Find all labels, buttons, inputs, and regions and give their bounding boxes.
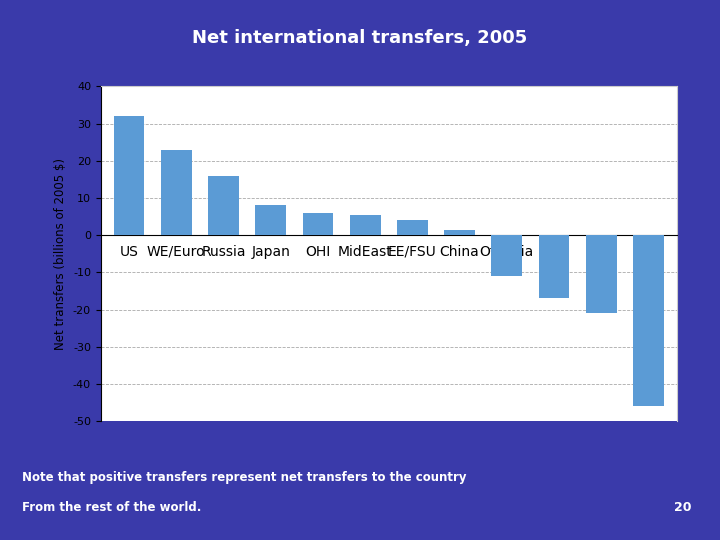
Text: From the rest of the world.: From the rest of the world.	[22, 501, 201, 514]
Bar	[492, 235, 522, 276]
Bar	[302, 213, 333, 235]
Bar	[444, 230, 475, 235]
Bar	[586, 235, 616, 313]
Bar	[397, 220, 428, 235]
Bar	[539, 235, 570, 299]
Y-axis label: Net transfers (billions of 2005 $): Net transfers (billions of 2005 $)	[55, 158, 68, 350]
Bar	[256, 205, 286, 235]
Bar	[161, 150, 192, 235]
Bar	[633, 235, 664, 406]
Bar	[208, 176, 239, 235]
Text: 20: 20	[674, 501, 691, 514]
Text: Net international transfers, 2005: Net international transfers, 2005	[192, 29, 528, 47]
Bar	[350, 215, 381, 235]
Text: Note that positive transfers represent net transfers to the country: Note that positive transfers represent n…	[22, 471, 466, 484]
Bar	[114, 116, 145, 235]
